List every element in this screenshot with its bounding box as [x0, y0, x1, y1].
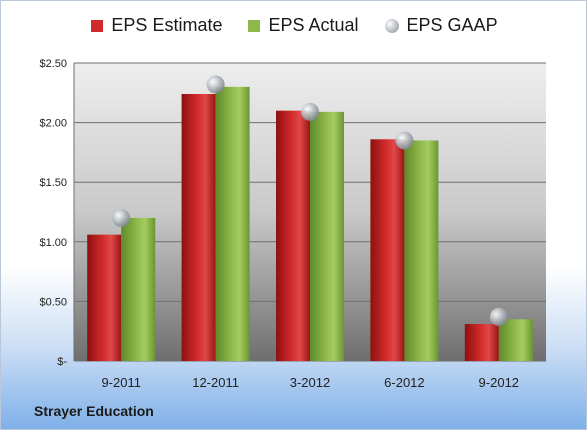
x-tick-label: 9-2011 — [101, 375, 141, 390]
gaap-marker — [112, 208, 131, 227]
company-name: Strayer Education — [34, 403, 154, 419]
legend-marker-gaap — [384, 18, 399, 33]
bar-actual — [404, 140, 439, 361]
legend-swatch-estimate — [91, 19, 104, 32]
y-tick-label: $1.00 — [39, 237, 67, 249]
y-tick-label: $2.50 — [39, 58, 67, 70]
y-tick-label: $1.50 — [39, 177, 67, 189]
x-tick-label: 3-2012 — [290, 375, 330, 390]
y-tick-label: $- — [57, 356, 67, 368]
gaap-marker — [395, 131, 414, 150]
gaap-marker — [206, 75, 225, 94]
legend-label-actual: EPS Actual — [268, 15, 359, 35]
bar-actual — [498, 319, 533, 361]
legend-item-gaap: EPS GAAP — [384, 15, 498, 36]
x-tick-label: 6-2012 — [384, 375, 424, 390]
bar-actual — [215, 86, 250, 361]
x-tick-label: 9-2012 — [479, 375, 519, 390]
y-tick-label: $2.00 — [39, 118, 67, 130]
legend-swatch-actual — [248, 19, 261, 32]
legend: EPS Estimate EPS Actual EPS GAAP — [1, 15, 587, 36]
legend-item-actual: EPS Actual — [248, 15, 359, 36]
bar-estimate — [370, 139, 405, 361]
bar-estimate — [276, 110, 310, 362]
bar-actual — [121, 217, 156, 361]
bar-actual — [310, 111, 344, 361]
gaap-marker — [301, 102, 319, 121]
bar-estimate — [87, 234, 122, 361]
y-tick-label: $0.50 — [39, 296, 67, 308]
bar-estimate — [181, 93, 216, 361]
bar-estimate — [464, 324, 499, 361]
gaap-marker — [489, 307, 508, 326]
x-tick-label: 12-2011 — [192, 375, 239, 390]
legend-label-estimate: EPS Estimate — [111, 15, 223, 35]
legend-item-estimate: EPS Estimate — [91, 15, 222, 36]
legend-label-gaap: EPS GAAP — [406, 15, 498, 35]
